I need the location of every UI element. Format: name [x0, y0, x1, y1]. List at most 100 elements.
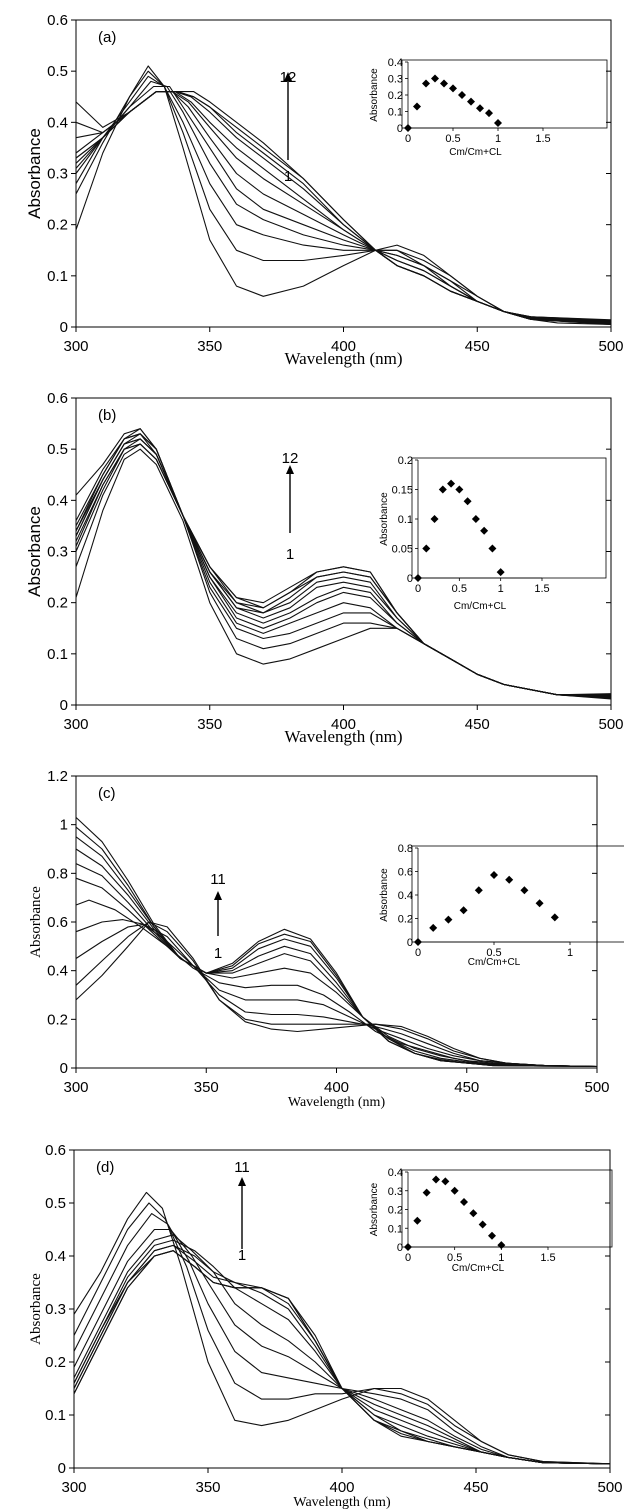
inset-chart: 0 0.1 0.2 0.3 0.4 0 0.5 1 1.5 Cm/Cm+CL Absorbance	[369, 1167, 613, 1274]
inset-y-tick-label: 0.15	[392, 485, 413, 497]
x-tick-label: 350	[197, 716, 222, 733]
series-line-10	[75, 91, 612, 322]
inset-point	[422, 79, 430, 88]
chart-b: 0 0.1 0.2 0.3 0.4 0.5 0.6 300 350 400 450 500 Wavele…	[25, 390, 624, 746]
inset-frame	[401, 1169, 613, 1248]
y-tick-label: 0.8	[47, 865, 68, 882]
series-line-8	[75, 91, 612, 323]
y-tick-label: 0.3	[47, 544, 68, 561]
series-line-3	[73, 1213, 611, 1465]
series-group	[73, 1191, 611, 1465]
y-tick-label: 0.6	[45, 1142, 66, 1159]
panel-label: (b)	[98, 407, 116, 424]
inset-point	[488, 1231, 496, 1240]
plot-frame	[73, 1149, 611, 1469]
inset-y-tick-label: 0.6	[398, 867, 413, 879]
y-tick-label: 0	[60, 1060, 68, 1077]
x-tick-label: 450	[465, 338, 490, 355]
series-line-1	[73, 1191, 611, 1465]
series-line-4	[75, 80, 612, 325]
inset-point	[447, 479, 456, 488]
x-tick-label: 500	[598, 338, 623, 355]
inset-point	[469, 1209, 478, 1218]
panel-c: 0 0.2 0.4 0.6 0.8 1 1.2 300 350 400 450 500 Waveleng…	[0, 756, 624, 1134]
series-line-11	[75, 91, 612, 321]
y-tick-label: 0.6	[47, 390, 68, 407]
chart-d: 0 0.1 0.2 0.3 0.4 0.5 0.6 300 350 400 450 500 Wavele…	[28, 1142, 623, 1510]
y-tick-label: 0.2	[45, 1354, 66, 1371]
y-tick-label: 0	[60, 697, 68, 714]
y-tick-label: 0.4	[45, 1248, 66, 1265]
inset-y-tick-label: 0.8	[398, 843, 413, 855]
inset-point	[476, 104, 484, 113]
series-line-5	[75, 438, 612, 698]
inset-x-tick-label: 1	[495, 133, 501, 145]
inset-x-tick-label: 0.5	[445, 133, 460, 145]
inset-y-label: Absorbance	[379, 868, 390, 922]
x-tick-label: 400	[331, 716, 356, 733]
inset-y-label: Absorbance	[379, 492, 390, 546]
series-line-3	[75, 923, 598, 1068]
inset-y-tick-label: 0.4	[388, 1167, 403, 1179]
arrow-top-label: 12	[282, 450, 299, 467]
series-line-6	[73, 1239, 611, 1465]
arrow-bottom-label: 1	[284, 168, 292, 185]
inset-point	[497, 1241, 506, 1250]
inset-point	[432, 1175, 440, 1184]
arrow-top-label: 11	[210, 871, 226, 888]
series-line-7	[73, 1244, 611, 1465]
inset-point	[505, 875, 514, 884]
x-tick-label: 400	[324, 1079, 349, 1096]
y-tick-label: 0.4	[47, 963, 68, 980]
x-tick-label: 350	[197, 338, 222, 355]
y-tick-label: 0	[60, 319, 68, 336]
inset-x-tick-label: 1.5	[540, 1252, 555, 1264]
inset-chart: 0 0.05 0.1 0.15 0.2 0 0.5 1 1.5 Cm/Cm+CL Absorbanc…	[379, 455, 607, 612]
y-tick-label: 0	[58, 1460, 66, 1477]
chart-a: 0 0.1 0.2 0.3 0.4 0.5 0.6 300 350 400 450 500 Wavele…	[25, 12, 624, 368]
panel-d: 0 0.1 0.2 0.3 0.4 0.5 0.6 300 350 400 450 500 Wavele…	[0, 1134, 624, 1512]
series-line-7	[75, 863, 598, 1068]
series-line-11	[75, 428, 612, 696]
series-line-4	[75, 443, 612, 698]
inset-x-tick-label: 0.5	[486, 947, 501, 959]
series-line-3	[75, 443, 612, 699]
x-tick-label: 350	[195, 1479, 220, 1496]
x-tick-label: 300	[63, 716, 88, 733]
inset-point	[404, 124, 412, 132]
x-tick-label: 400	[329, 1479, 354, 1496]
y-tick-label: 0.2	[47, 1011, 68, 1028]
inset-x-tick-label: 0	[405, 1252, 411, 1264]
inset-y-tick-label: 0	[407, 937, 413, 949]
inset-x-tick-label: 0	[415, 947, 421, 959]
panel-a: 0 0.1 0.2 0.3 0.4 0.5 0.6 300 350 400 450 500 Wavele…	[0, 0, 624, 378]
inset-y-tick-label: 0.4	[398, 890, 413, 902]
series-line-4	[75, 919, 598, 1068]
inset-chart: 0 0.1 0.2 0.3 0.4 0 0.5 1 1.5 Cm/Cm+CL Absorbance	[369, 57, 608, 158]
y-tick-label: 0.4	[47, 492, 68, 509]
series-line-6	[75, 91, 612, 324]
inset-x-tick-label: 1	[567, 947, 573, 959]
series-line-2	[75, 443, 612, 699]
inset-point	[478, 1220, 487, 1229]
inset-x-tick-label: 0	[415, 583, 421, 595]
inset-point	[520, 886, 529, 895]
y-axis-label: Absorbance	[25, 506, 44, 597]
panel-label: (a)	[98, 29, 116, 46]
inset-point	[441, 1177, 450, 1186]
inset-x-tick-label: 1.5	[535, 133, 550, 145]
inset-point	[490, 871, 498, 880]
y-tick-label: 0.3	[45, 1301, 66, 1318]
series-line-6	[75, 438, 612, 697]
inset-point	[480, 526, 489, 535]
x-tick-label: 300	[63, 1079, 88, 1096]
inset-point	[455, 485, 464, 494]
x-axis-label: Wavelength (nm)	[284, 727, 402, 746]
x-axis-label: Wavelength (nm)	[293, 1495, 391, 1510]
inset-point	[494, 119, 502, 128]
series-line-9	[73, 1250, 611, 1465]
y-tick-label: 1.2	[47, 768, 68, 785]
inset-point	[458, 91, 466, 99]
x-axis-label: Wavelength (nm)	[288, 1095, 386, 1110]
